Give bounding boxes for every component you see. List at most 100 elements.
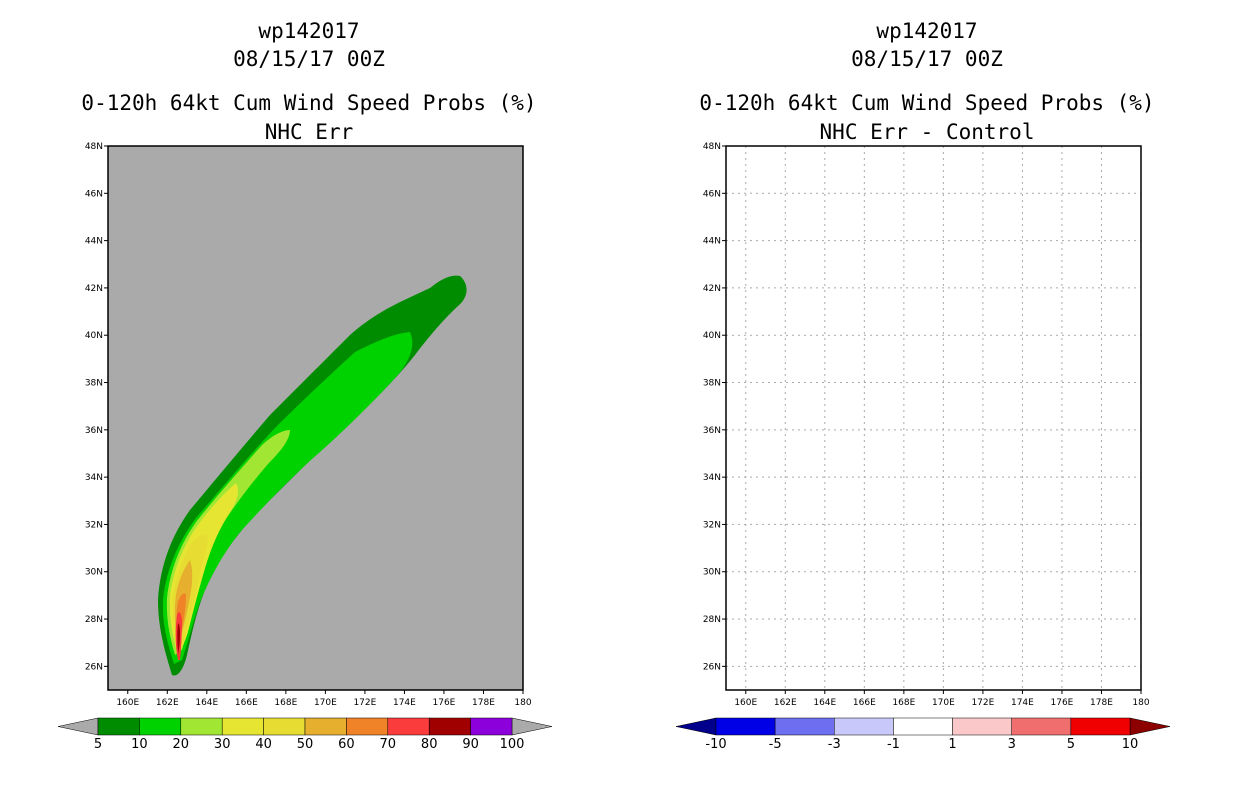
- left-colorbar-swatch: [428, 717, 471, 736]
- left-plot-area: [107, 145, 524, 691]
- left-x-tick-label: 170E: [314, 698, 337, 708]
- right-colorbar-swatch: [834, 717, 894, 736]
- right-title-line-1: wp142017: [876, 19, 977, 43]
- right-y-tick-label: 46N: [703, 189, 721, 199]
- left-colorbar-label: 70: [380, 737, 397, 752]
- right-colorbar-under-arrow: [675, 717, 717, 736]
- probability-swath: [158, 275, 467, 676]
- left-colorbar-swatch: [221, 717, 264, 736]
- left-subtitle-line-1: 0-120h 64kt Cum Wind Speed Probs (%): [81, 91, 536, 115]
- left-y-tick-label: 34N: [85, 473, 103, 483]
- swath-contour-80: [177, 623, 180, 654]
- right-y-tick-label: 48N: [703, 142, 721, 152]
- right-subtitle-line-2: NHC Err - Control: [820, 120, 1035, 144]
- left-colorbar: 5 10 20 30 40 50 60 70 80 90 100: [57, 717, 553, 752]
- left-colorbar-swatch: [97, 717, 140, 736]
- right-y-tick-label: 28N: [703, 615, 721, 625]
- left-x-tick-label: 166E: [235, 698, 258, 708]
- left-colorbar-label: 20: [173, 737, 190, 752]
- left-x-tick-label: 180: [514, 698, 531, 708]
- left-title-line-2: 08/15/17 00Z: [233, 47, 385, 71]
- right-plot-background: [726, 146, 1141, 690]
- swath-contour-10: [162, 332, 413, 664]
- left-colorbar-label: 100: [500, 737, 525, 752]
- right-y-tick-label: 44N: [703, 237, 721, 247]
- right-x-tick-label: 178E: [1090, 698, 1113, 708]
- right-x-tick-label: 172E: [971, 698, 994, 708]
- left-subtitle-line-2: NHC Err: [265, 120, 354, 144]
- right-plot-area: [725, 145, 1142, 691]
- right-y-tick-label: 40N: [703, 331, 721, 341]
- left-colorbar-swatch: [263, 717, 306, 736]
- right-x-tick-label: 166E: [853, 698, 876, 708]
- right-x-tick-label: 180: [1132, 698, 1149, 708]
- left-y-tick-label: 42N: [85, 284, 103, 294]
- left-colorbar-swatch: [387, 717, 430, 736]
- right-colorbar-swatch: [1070, 717, 1131, 736]
- left-y-tick-label: 46N: [85, 189, 103, 199]
- left-colorbar-swatch: [304, 717, 347, 736]
- left-colorbar-swatch: [346, 717, 389, 736]
- right-y-tick-label: 30N: [703, 568, 721, 578]
- right-x-tick-label: 168E: [892, 698, 915, 708]
- right-x-tick-label: 162E: [774, 698, 797, 708]
- left-axes: 160E 162E 164E 166E 168E 170E 172E 174E 176E 178E…: [85, 142, 532, 708]
- left-x-tick-label: 174E: [393, 698, 416, 708]
- left-title-line-1: wp142017: [258, 19, 359, 43]
- right-subtitle-line-1: 0-120h 64kt Cum Wind Speed Probs (%): [699, 91, 1154, 115]
- right-colorbar-label: 1: [948, 737, 956, 752]
- right-y-tick-label: 42N: [703, 284, 721, 294]
- right-grid: [726, 146, 1141, 690]
- left-colorbar-label: 10: [131, 737, 148, 752]
- left-colorbar-swatch: [180, 717, 223, 736]
- left-x-tick-label: 176E: [433, 698, 456, 708]
- left-colorbar-label: 80: [421, 737, 438, 752]
- right-colorbar-label: 3: [1008, 737, 1016, 752]
- right-plot-frame: [725, 145, 1142, 691]
- left-x-tick-label: 160E: [116, 698, 139, 708]
- right-colorbar-swatch: [774, 717, 835, 736]
- right-y-tick-label: 32N: [703, 520, 721, 530]
- left-colorbar-swatch: [470, 717, 513, 736]
- right-x-tick-label: 164E: [813, 698, 836, 708]
- right-y-tick-label: 34N: [703, 473, 721, 483]
- right-colorbar-swatch: [893, 717, 953, 736]
- left-colorbar-over-arrow: [511, 717, 553, 736]
- left-x-tick-label: 162E: [156, 698, 179, 708]
- left-colorbar-label: 30: [214, 737, 231, 752]
- right-y-tick-label: 36N: [703, 426, 721, 436]
- left-y-tick-label: 40N: [85, 331, 103, 341]
- left-x-tick-label: 172E: [353, 698, 376, 708]
- left-colorbar-label: 5: [94, 737, 102, 752]
- left-y-tick-label: 30N: [85, 568, 103, 578]
- left-y-tick-label: 26N: [85, 662, 103, 672]
- left-x-tick-label: 168E: [274, 698, 297, 708]
- right-x-tick-label: 174E: [1011, 698, 1034, 708]
- left-y-tick-label: 36N: [85, 426, 103, 436]
- right-x-tick-label: 160E: [734, 698, 757, 708]
- right-colorbar: -10 -5 -3 -1 1 3 5 10: [675, 717, 1171, 752]
- right-x-tick-label: 170E: [932, 698, 955, 708]
- right-axes: 160E 162E 164E 166E 168E 170E 172E 174E 176E 178E…: [703, 142, 1150, 708]
- left-y-tick-label: 28N: [85, 615, 103, 625]
- right-colorbar-swatch: [952, 717, 1012, 736]
- right-colorbar-label: -10: [705, 737, 726, 752]
- left-colorbar-label: 40: [255, 737, 272, 752]
- right-colorbar-label: -5: [769, 737, 782, 752]
- left-x-tick-label: 178E: [472, 698, 495, 708]
- right-colorbar-swatch: [1011, 717, 1072, 736]
- right-colorbar-label: -1: [887, 737, 900, 752]
- left-colorbar-label: 50: [297, 737, 314, 752]
- left-plot-frame: [107, 145, 524, 691]
- left-y-tick-label: 38N: [85, 379, 103, 389]
- right-colorbar-label: -3: [828, 737, 841, 752]
- right-colorbar-label: 5: [1067, 737, 1075, 752]
- left-x-tick-label: 164E: [195, 698, 218, 708]
- left-colorbar-label: 60: [338, 737, 355, 752]
- right-x-tick-label: 176E: [1051, 698, 1074, 708]
- right-colorbar-swatch: [715, 717, 776, 736]
- right-y-tick-label: 38N: [703, 379, 721, 389]
- right-y-tick-label: 26N: [703, 662, 721, 672]
- left-y-tick-label: 48N: [85, 142, 103, 152]
- left-colorbar-swatch: [139, 717, 182, 736]
